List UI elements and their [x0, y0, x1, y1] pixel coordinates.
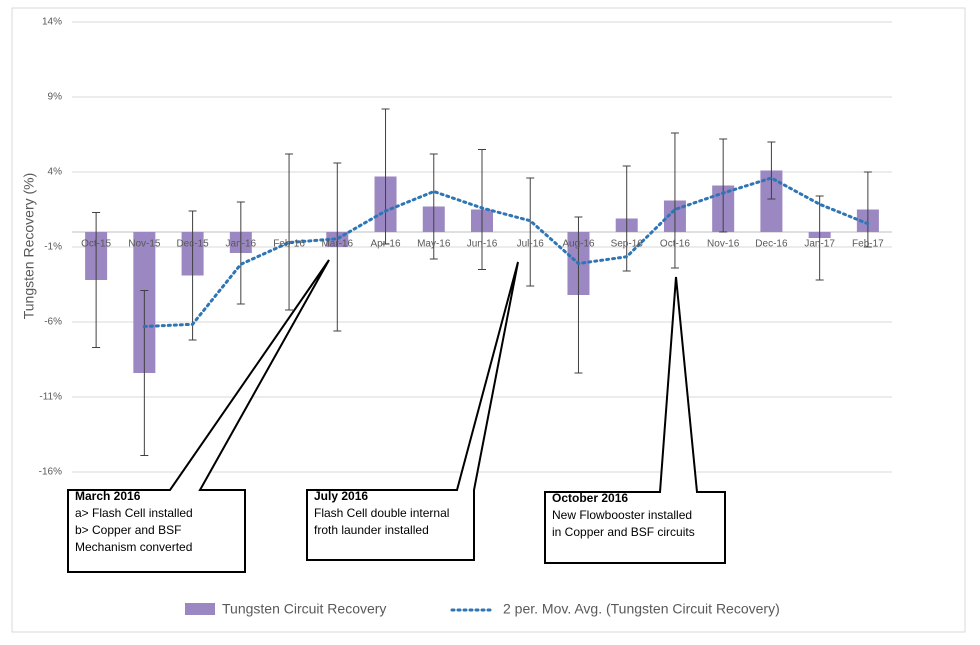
error-bar — [863, 171, 872, 248]
error-bar — [767, 141, 776, 200]
moving-average-line — [142, 176, 870, 328]
annotation-title: October 2016 — [552, 491, 628, 505]
annotation-text: b> Copper and BSF — [75, 523, 181, 537]
annotation-text: Mechanism converted — [75, 540, 192, 554]
x-tick-label: Dec-16 — [755, 239, 788, 250]
error-bar — [622, 165, 631, 272]
legend-label: Tungsten Circuit Recovery — [222, 601, 386, 617]
y-tick-label: 9% — [48, 92, 63, 103]
error-bar — [670, 132, 679, 269]
y-tick-label: -11% — [39, 392, 62, 403]
error-bar — [381, 108, 390, 245]
error-bar — [429, 153, 438, 260]
x-tick-label: Dec-15 — [176, 239, 209, 250]
error-bar — [574, 216, 583, 374]
x-tick-label: Sep-16 — [611, 239, 644, 250]
callout-box — [306, 261, 519, 561]
annotation-text: froth launder installed — [314, 523, 429, 537]
error-bar — [236, 201, 245, 305]
annotation-text: Flash Cell double internal — [314, 506, 449, 520]
x-tick-label: Jul-16 — [517, 239, 545, 250]
callout-box — [544, 276, 726, 564]
x-tick-label: Jan-17 — [804, 239, 835, 250]
callout-box — [67, 259, 330, 573]
y-tick-label: -1% — [44, 242, 62, 253]
x-tick-label: Feb-17 — [852, 239, 884, 250]
y-tick-label: 14% — [42, 17, 62, 28]
annotation-text: New Flowbooster installed — [552, 508, 692, 522]
annotation-text: a> Flash Cell installed — [75, 506, 193, 520]
annotation-title: July 2016 — [314, 489, 368, 503]
y-tick-label: 4% — [48, 167, 63, 178]
y-axis-label: Tungsten Recovery (%) — [21, 173, 37, 320]
error-bar — [285, 153, 294, 311]
x-tick-label: Nov-16 — [707, 239, 740, 250]
error-bar — [333, 162, 342, 332]
x-tick-label: Jun-16 — [467, 239, 498, 250]
error-bar — [815, 195, 824, 281]
x-tick-label: Feb-16 — [273, 239, 305, 250]
x-tick-label: Apr-16 — [371, 239, 401, 250]
x-tick-label: Jan-16 — [226, 239, 257, 250]
x-tick-label: Mar-16 — [321, 239, 353, 250]
bar — [760, 170, 783, 232]
error-bar — [140, 290, 149, 456]
annotation-title: March 2016 — [75, 489, 141, 503]
error-bar — [719, 138, 728, 233]
error-bar — [92, 212, 101, 348]
y-tick-label: -6% — [44, 317, 62, 328]
x-tick-label: May-16 — [417, 239, 451, 250]
x-tick-label: Nov-15 — [128, 239, 161, 250]
x-tick-label: Aug-16 — [562, 239, 595, 250]
legend-swatch — [185, 603, 215, 615]
legend-label: 2 per. Mov. Avg. (Tungsten Circuit Recov… — [503, 601, 780, 617]
error-bar — [188, 210, 197, 341]
annotation-text: in Copper and BSF circuits — [552, 525, 695, 539]
y-tick-label: -16% — [39, 467, 62, 478]
error-bar — [526, 177, 535, 287]
x-tick-label: Oct-15 — [81, 239, 111, 250]
x-tick-label: Oct-16 — [660, 239, 690, 250]
